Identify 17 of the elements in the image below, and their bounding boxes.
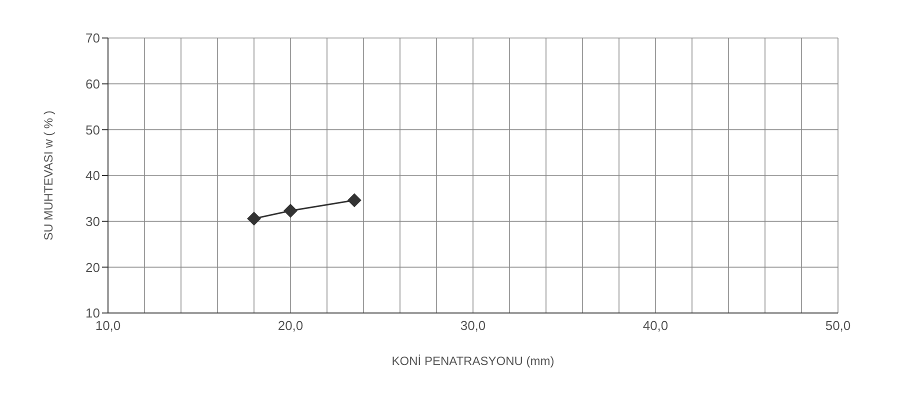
x-tick-label: 30,0 (460, 318, 486, 334)
y-tick-label: 60 (86, 76, 100, 92)
point (284, 204, 298, 218)
x-tick-label: 20,0 (278, 318, 304, 334)
y-tick-label: 50 (86, 122, 100, 138)
x-tick-label: 40,0 (642, 318, 668, 334)
y-tick-label: 10 (86, 306, 100, 321)
x-axis-title: KONİ PENATRASYONU (mm) (392, 354, 554, 368)
y-axis-title: SU MUHTEVASI w ( % ) (41, 110, 56, 240)
y-tick-label: 30 (86, 214, 100, 229)
y-tick-label: 70 (86, 30, 100, 46)
x-tick-label: 10,0 (95, 318, 121, 334)
x-tick-label: 50,0 (825, 318, 851, 334)
point (347, 193, 362, 208)
y-tick-label: 20 (86, 260, 100, 275)
y-tick-label: 40 (86, 168, 100, 184)
point (247, 212, 261, 226)
